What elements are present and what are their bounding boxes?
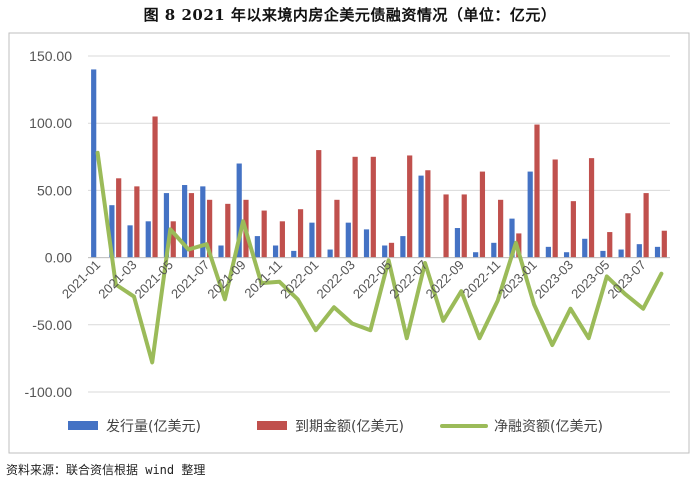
bar-issuance — [618, 249, 624, 258]
bar-issuance — [291, 250, 297, 258]
y-tick-label: 0.00 — [45, 250, 72, 266]
bar-maturity — [461, 194, 467, 258]
net-series-line — [95, 150, 664, 365]
bar-maturity — [625, 213, 631, 258]
bar-issuance — [582, 238, 588, 258]
net-line — [95, 150, 664, 365]
source-note: 资料来源：联合资信根据 wind 整理 — [6, 463, 206, 477]
bar-issuance — [254, 236, 260, 258]
legend-swatch — [257, 421, 287, 430]
bar-maturity — [607, 232, 613, 258]
bar-maturity — [297, 209, 304, 258]
bar-maturity — [170, 221, 176, 258]
bar-issuance — [109, 205, 115, 258]
bar-maturity — [225, 203, 231, 258]
bar-maturity — [498, 199, 504, 258]
bar-issuance — [636, 244, 642, 258]
bar-issuance — [127, 225, 133, 258]
bar-issuance — [382, 245, 388, 258]
bar-issuance — [527, 171, 533, 258]
legend-swatch — [68, 421, 98, 430]
legend-label: 到期金额(亿美元) — [295, 419, 404, 435]
bar-issuance — [345, 222, 351, 258]
y-tick-label: -50.00 — [32, 317, 72, 333]
legend-label: 净融资额(亿美元) — [494, 419, 603, 435]
bar-maturity — [570, 201, 576, 258]
bar-maturity — [643, 193, 649, 258]
bar-maturity — [661, 230, 667, 258]
bar-issuance — [454, 228, 461, 258]
bar-issuance — [200, 186, 206, 258]
y-tick-label: 150.00 — [29, 48, 72, 64]
bar-issuance — [182, 185, 188, 258]
bar-maturity — [425, 170, 431, 258]
bar-issuance — [91, 69, 97, 258]
bar-maturity — [370, 156, 376, 258]
bar-maturity — [334, 199, 340, 258]
bar-maturity — [479, 171, 486, 258]
bar-maturity — [152, 116, 158, 258]
bar-issuance — [509, 218, 515, 258]
bar-issuance — [654, 246, 661, 258]
bar-maturity — [388, 242, 395, 258]
bar-maturity — [134, 186, 140, 258]
bar-issuance — [145, 221, 151, 258]
legend-label: 发行量(亿美元) — [106, 419, 201, 435]
bar-issuance — [400, 236, 406, 258]
bar-maturity — [516, 233, 522, 258]
bar-issuance — [272, 245, 279, 258]
bar-maturity — [552, 159, 558, 258]
bar-issuance — [418, 175, 424, 258]
y-tick-label: 100.00 — [29, 115, 72, 131]
bar-issuance — [600, 250, 606, 258]
bar-issuance — [236, 163, 242, 258]
bar-maturity — [352, 156, 358, 258]
legend: 发行量(亿美元) 到期金额(亿美元) 净融资额(亿美元) — [68, 419, 603, 435]
bar-issuance — [473, 252, 479, 258]
bar-issuance — [545, 246, 551, 258]
y-axis-ticks: 150.00 100.00 50.00 0.00 -50.00 -100.00 — [25, 48, 73, 400]
bar-issuance — [163, 193, 170, 258]
bar-maturity — [316, 150, 322, 258]
bar-maturity — [188, 193, 195, 258]
bar-issuance — [327, 249, 333, 258]
bar-issuance — [563, 252, 570, 258]
bar-maturity — [443, 194, 449, 258]
bar-issuance — [363, 229, 370, 258]
figure-title: 图 8 2021 年以来境内房企美元债融资情况（单位：亿元） — [143, 6, 557, 24]
bar-maturity — [588, 158, 595, 258]
bar-issuance — [309, 222, 315, 258]
bar-maturity — [279, 221, 285, 258]
bar-maturity — [534, 124, 540, 258]
bar-issuance — [218, 245, 224, 258]
bar-issuance — [491, 242, 497, 258]
bar-maturity — [261, 210, 267, 258]
bar-maturity — [407, 155, 413, 258]
y-tick-label: 50.00 — [37, 182, 72, 198]
bars — [91, 69, 667, 258]
bar-maturity — [116, 178, 122, 258]
bar-maturity — [207, 199, 213, 258]
y-tick-label: -100.00 — [25, 384, 73, 400]
